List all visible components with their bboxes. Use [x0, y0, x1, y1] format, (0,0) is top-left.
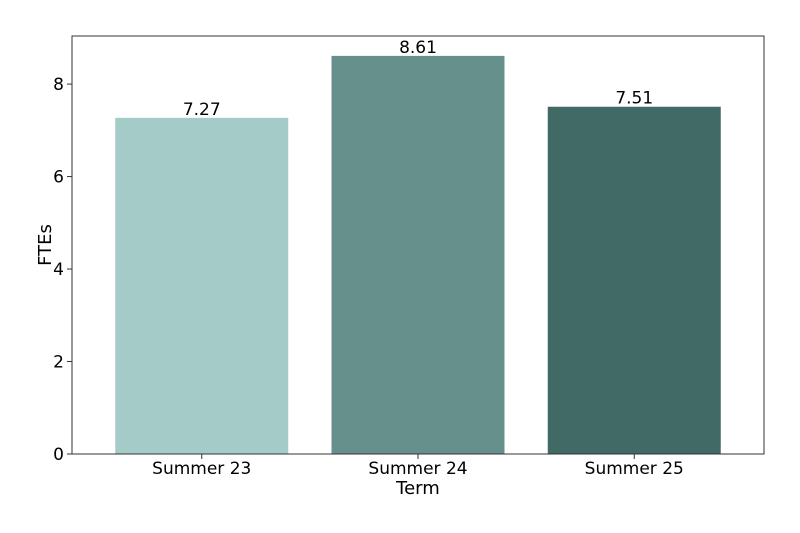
bar-value-label: 8.61 — [399, 38, 437, 58]
bar — [547, 106, 721, 454]
bars-group — [115, 55, 721, 454]
y-tick-label: 0 — [53, 445, 64, 465]
y-tick-label: 8 — [53, 75, 64, 95]
bar-value-label: 7.27 — [183, 100, 221, 120]
y-axis-title: FTEs — [35, 224, 56, 266]
y-tick-label: 6 — [53, 168, 64, 188]
x-tick-label: Summer 24 — [368, 459, 467, 479]
y-tick-label: 2 — [53, 353, 64, 373]
data-labels-group: 7.27 8.61 7.51 — [183, 38, 653, 120]
y-axis: 0 2 4 6 8 — [53, 75, 72, 465]
bar-value-label: 7.51 — [615, 89, 653, 109]
y-tick-label: 4 — [53, 260, 64, 280]
bar — [331, 55, 505, 454]
bar — [115, 117, 289, 454]
x-tick-label: Summer 23 — [152, 459, 251, 479]
x-axis-title: Term — [395, 478, 440, 499]
x-tick-label: Summer 25 — [585, 459, 684, 479]
x-axis: Summer 23 Summer 24 Summer 25 — [152, 454, 684, 479]
